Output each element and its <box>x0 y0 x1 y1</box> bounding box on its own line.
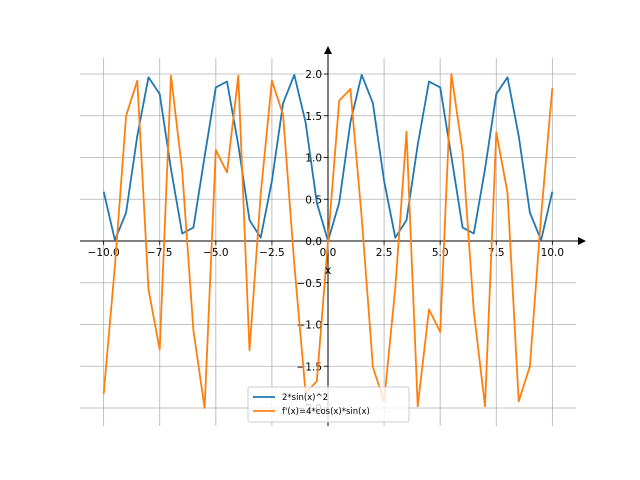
x-tick-label-0: −10.0 <box>88 247 120 259</box>
series-line-1 <box>102 73 554 409</box>
legend: 2*sin(x)^2 f'(x)=4*cos(x)*sin(x) <box>247 386 410 423</box>
y-axis-arrow <box>324 46 332 54</box>
y-tick-label-4: 0.0 <box>305 236 322 248</box>
x-tick-label-4: 0.0 <box>320 247 337 259</box>
x-tick-label-6: 5.0 <box>432 247 449 259</box>
y-tick-label-2: −1.0 <box>297 320 323 332</box>
x-tick-label-8: 10.0 <box>541 247 564 259</box>
y-tick-label-6: 1.0 <box>305 153 322 165</box>
x-tick-label-5: 2.5 <box>376 247 393 259</box>
y-tick-label-7: 1.5 <box>305 111 322 123</box>
series-lines <box>102 73 554 409</box>
x-axis-arrow <box>578 237 586 245</box>
legend-label-derivative: f'(x)=4*cos(x)*sin(x) <box>282 407 370 417</box>
y-tick-label-5: 0.5 <box>305 194 322 206</box>
y-tick-label-8: 2.0 <box>305 69 322 81</box>
x-tick-label-1: −7.5 <box>147 247 173 259</box>
legend-box <box>247 386 410 423</box>
x-tick-label-2: −5.0 <box>203 247 229 259</box>
x-tick-label-3: −2.5 <box>259 247 285 259</box>
x-axis-label: x <box>325 263 332 277</box>
ticks: −10.0−7.5−5.0−2.50.02.55.07.510.0−2.0−1.… <box>88 69 564 415</box>
y-tick-label-3: −0.5 <box>297 278 323 290</box>
legend-label-sin-squared: 2*sin(x)^2 <box>282 393 328 403</box>
